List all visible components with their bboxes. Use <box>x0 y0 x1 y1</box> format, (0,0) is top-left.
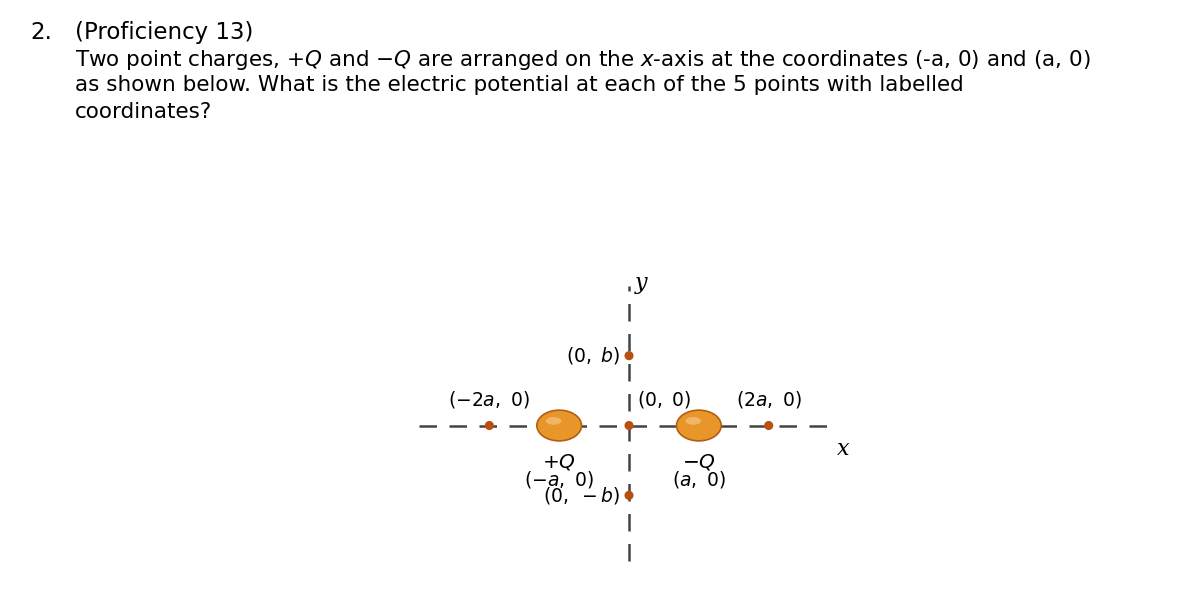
Text: (Proficiency 13): (Proficiency 13) <box>74 21 253 44</box>
Text: $(2a,\ 0)$: $(2a,\ 0)$ <box>736 389 802 410</box>
Text: $(-a,\ 0)$: $(-a,\ 0)$ <box>524 469 594 490</box>
Text: $(0,\ 0)$: $(0,\ 0)$ <box>637 389 692 410</box>
Circle shape <box>486 422 493 429</box>
Ellipse shape <box>685 417 701 425</box>
Text: $(0,\ -b)$: $(0,\ -b)$ <box>544 485 620 506</box>
Text: $+Q$: $+Q$ <box>542 452 576 472</box>
Text: $-Q$: $-Q$ <box>682 452 716 472</box>
Ellipse shape <box>536 410 582 441</box>
Circle shape <box>625 422 632 429</box>
Circle shape <box>625 492 632 499</box>
Circle shape <box>764 422 773 429</box>
Text: x: x <box>836 438 850 460</box>
Text: 2.: 2. <box>30 21 52 44</box>
Text: $(0,\ b)$: $(0,\ b)$ <box>566 345 620 366</box>
Ellipse shape <box>546 417 562 425</box>
Text: as shown below. What is the electric potential at each of the 5 points with labe: as shown below. What is the electric pot… <box>74 75 964 95</box>
Text: $(-2a,\ 0)$: $(-2a,\ 0)$ <box>449 389 530 410</box>
Text: coordinates?: coordinates? <box>74 102 212 122</box>
Text: Two point charges, $+Q$ and $-Q$ are arranged on the $x$-axis at the coordinates: Two point charges, $+Q$ and $-Q$ are arr… <box>74 48 1091 72</box>
Ellipse shape <box>677 410 721 441</box>
Text: $(a,\ 0)$: $(a,\ 0)$ <box>672 469 726 490</box>
Text: y: y <box>635 272 647 294</box>
Circle shape <box>625 352 632 359</box>
